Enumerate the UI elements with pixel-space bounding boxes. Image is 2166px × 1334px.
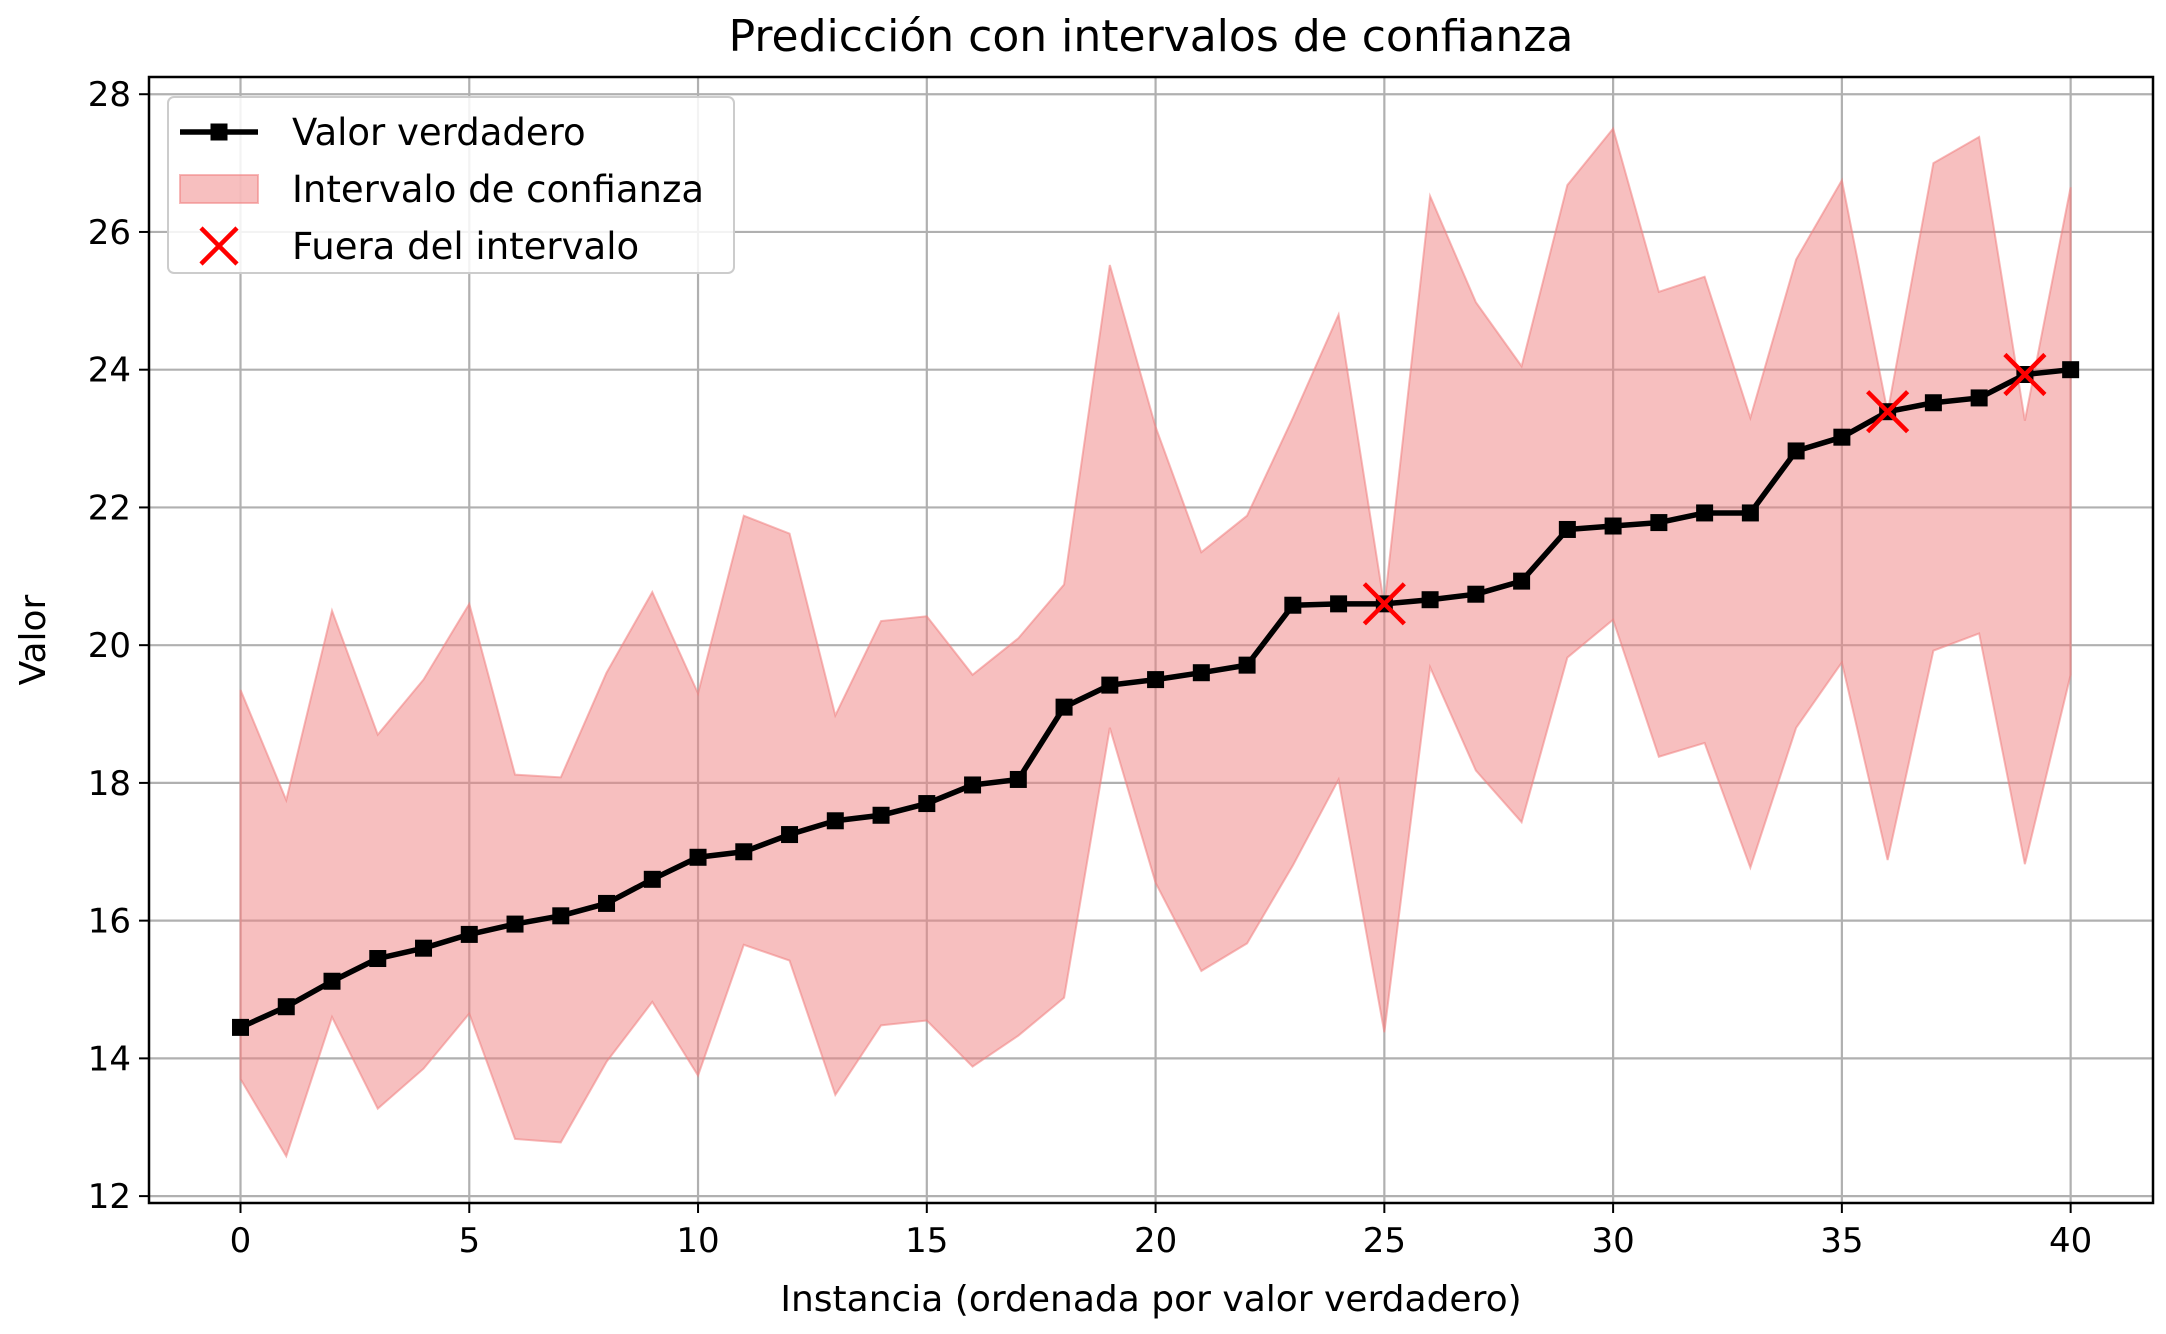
chart-title: Predicción con intervalos de confianza bbox=[729, 11, 1574, 62]
true-value-point bbox=[689, 848, 707, 866]
true-value-point bbox=[1787, 442, 1805, 460]
legend-label: Valor verdadero bbox=[292, 111, 586, 154]
true-value-point bbox=[1467, 585, 1485, 603]
outlier-point bbox=[1866, 390, 1910, 434]
true-value-point bbox=[1330, 595, 1348, 613]
x-tick-label: 10 bbox=[676, 1221, 719, 1261]
x-tick-label: 40 bbox=[2049, 1221, 2092, 1261]
true-value-point bbox=[1558, 520, 1576, 538]
true-value-point bbox=[1741, 504, 1759, 522]
legend-box bbox=[167, 96, 735, 274]
y-tick-label: 22 bbox=[88, 488, 131, 528]
x-tick-label: 5 bbox=[458, 1221, 480, 1261]
legend-band-swatch bbox=[179, 174, 259, 204]
true-value-point bbox=[415, 939, 433, 957]
x-tick-label: 0 bbox=[230, 1221, 252, 1261]
true-value-point bbox=[277, 998, 295, 1016]
true-value-point bbox=[1696, 504, 1714, 522]
true-value-point bbox=[1421, 591, 1439, 609]
y-tick-label: 20 bbox=[88, 626, 131, 666]
true-value-markers bbox=[232, 361, 2080, 1036]
true-value-point bbox=[1924, 394, 1942, 412]
legend-label: Intervalo de confianza bbox=[292, 168, 704, 211]
true-value-point bbox=[1833, 428, 1851, 446]
x-tick-label: 15 bbox=[905, 1221, 948, 1261]
x-tick-label: 35 bbox=[1820, 1221, 1863, 1261]
true-value-point bbox=[369, 950, 387, 968]
x-axis-ticks: 0 5 10 15 20 25 30 35 40 bbox=[230, 1203, 2092, 1261]
legend-square-marker bbox=[210, 123, 228, 141]
y-tick-label: 12 bbox=[88, 1177, 131, 1217]
plot-frame bbox=[147, 75, 2155, 1205]
true-value-point bbox=[1055, 698, 1073, 716]
outlier-point bbox=[1362, 582, 1406, 626]
x-tick-label: 30 bbox=[1591, 1221, 1634, 1261]
legend: Valor verdadero Intervalo de confianza Fue… bbox=[167, 96, 735, 274]
true-value-point bbox=[735, 843, 753, 861]
true-value-point bbox=[826, 812, 844, 830]
y-axis-ticks: 12 14 16 18 20 22 24 26 28 bbox=[88, 75, 149, 1217]
true-value-point bbox=[323, 972, 341, 990]
true-value-point bbox=[1604, 517, 1622, 535]
true-value-point bbox=[918, 795, 936, 813]
x-tick-label: 25 bbox=[1363, 1221, 1406, 1261]
y-tick-label: 24 bbox=[88, 351, 131, 391]
x-tick-label: 20 bbox=[1134, 1221, 1177, 1261]
legend-x-marker bbox=[199, 226, 239, 266]
true-value-point bbox=[232, 1018, 250, 1036]
x-axis-label: Instancia (ordenada por valor verdadero) bbox=[780, 1279, 1521, 1320]
outlier-point bbox=[2003, 352, 2047, 397]
y-tick-label: 16 bbox=[88, 902, 131, 942]
true-value-point bbox=[781, 826, 799, 844]
y-tick-label: 28 bbox=[88, 75, 131, 115]
true-value-point bbox=[1238, 656, 1256, 674]
true-value-point bbox=[598, 894, 616, 912]
true-value-point bbox=[552, 907, 570, 925]
true-value-point bbox=[1284, 596, 1302, 614]
true-value-point bbox=[1970, 389, 1988, 407]
true-value-point bbox=[1009, 770, 1027, 788]
y-tick-label: 14 bbox=[88, 1039, 131, 1079]
true-value-point bbox=[872, 806, 890, 824]
y-tick-label: 18 bbox=[88, 764, 131, 804]
legend-label: Fuera del intervalo bbox=[292, 225, 639, 268]
true-value-point bbox=[1101, 676, 1119, 694]
true-value-point bbox=[1192, 664, 1210, 682]
true-value-point bbox=[506, 915, 524, 933]
true-value-point bbox=[643, 870, 661, 888]
y-tick-label: 26 bbox=[88, 213, 131, 253]
true-value-point bbox=[1147, 671, 1165, 689]
outlier-markers bbox=[1362, 352, 2047, 626]
y-axis-label: Valor bbox=[13, 594, 54, 685]
true-value-point bbox=[460, 925, 478, 943]
confidence-band bbox=[239, 126, 2072, 1159]
confidence-band-area bbox=[239, 126, 2072, 1159]
true-value-point bbox=[964, 776, 982, 794]
true-value-point bbox=[2062, 361, 2080, 379]
true-value-point bbox=[1513, 572, 1531, 590]
true-value-point bbox=[1650, 514, 1668, 532]
